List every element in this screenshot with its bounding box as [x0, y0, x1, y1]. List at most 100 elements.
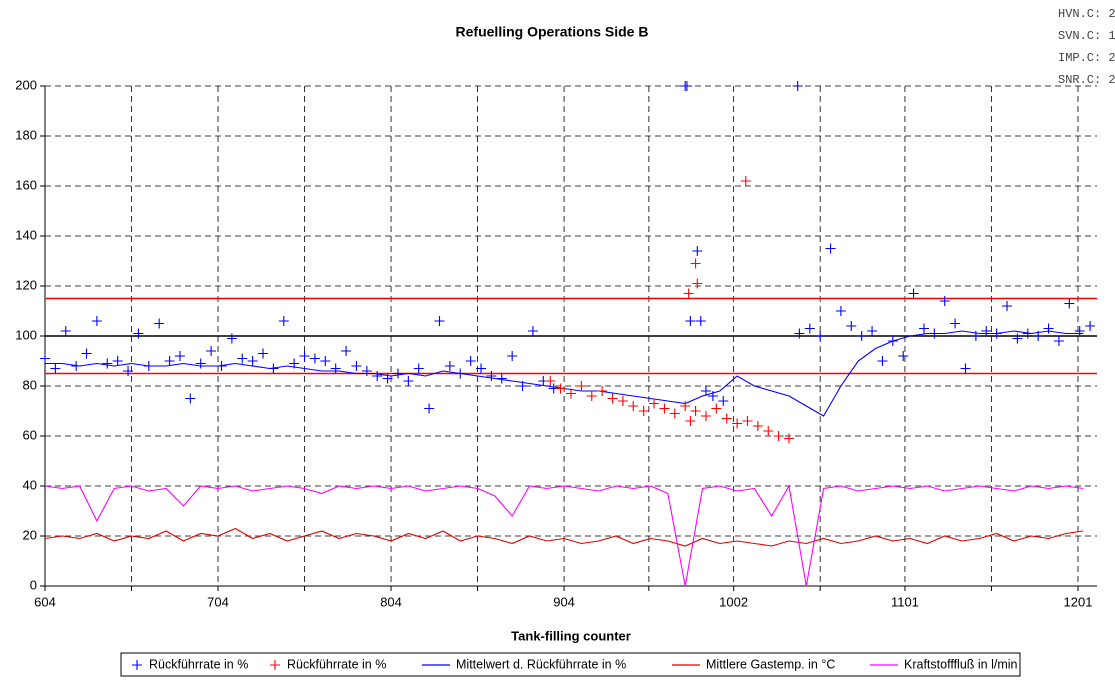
scatter-point: [628, 401, 639, 411]
scatter-point: [1053, 336, 1064, 346]
legend-label: Rückführrate in %: [287, 657, 386, 671]
scatter-point: [692, 278, 703, 289]
scatter-point: [112, 356, 123, 366]
scatter-point: [711, 403, 722, 414]
scatter-point: [1043, 323, 1054, 334]
x-tick-label: 704: [207, 594, 229, 609]
scatter-point: [517, 381, 528, 391]
scatter-point: [545, 376, 556, 386]
scatter-point: [700, 411, 711, 421]
scatter-point: [486, 371, 497, 381]
scatter-point: [496, 373, 507, 384]
scatter-point: [1085, 321, 1096, 331]
scatter-point: [71, 361, 82, 371]
scatter-point: [1064, 298, 1075, 309]
scatter-point: [576, 381, 587, 391]
scatter-point: [40, 353, 50, 364]
scatter-point: [143, 361, 154, 371]
y-tick-label: 100: [15, 327, 37, 342]
x-tick-label: 1101: [891, 594, 919, 609]
legend-box: [120, 652, 1021, 677]
scatter-point: [707, 391, 718, 401]
scatter-point: [268, 363, 279, 374]
scatter-point: [278, 316, 289, 326]
scatter-point: [289, 358, 300, 369]
legend-marker: [132, 660, 142, 670]
scatter-point: [434, 316, 445, 326]
scatter-point: [91, 316, 102, 326]
x-tick-label: 604: [34, 594, 56, 609]
scatter-point: [392, 368, 403, 379]
scatter-point: [918, 323, 929, 334]
x-axis-title: Tank-filling counter: [511, 628, 631, 643]
legend-label: Kraftstofffluß in l/min: [904, 657, 1018, 671]
annotation: SNR.C: 254: [1058, 73, 1115, 87]
scatter-point: [50, 363, 61, 374]
y-tick-label: 160: [15, 177, 37, 192]
scatter-point: [1022, 328, 1033, 339]
scatter-point: [372, 371, 383, 381]
scatter-point: [1012, 333, 1023, 344]
y-tick-label: 200: [15, 77, 37, 92]
scatter-point: [784, 433, 795, 444]
annotation: SVN.C: 1.3: [1058, 29, 1115, 43]
scatter-point: [185, 393, 196, 404]
scatter-point: [216, 361, 227, 371]
scatter-point: [174, 351, 185, 361]
scatter-point: [773, 431, 784, 441]
scatter-point: [382, 373, 393, 384]
scatter-point: [309, 353, 320, 364]
scatter-point: [164, 356, 175, 366]
scatter-point: [815, 331, 826, 341]
scatter-point: [607, 393, 618, 404]
scatter-point: [970, 331, 981, 341]
scatter-point: [700, 386, 711, 396]
scatter-point: [60, 326, 71, 336]
y-tick-label: 0: [30, 577, 37, 592]
x-tick-label: 804: [380, 594, 402, 609]
scatter-point: [740, 176, 751, 186]
scatter-point: [320, 356, 331, 366]
scatter-point: [690, 258, 701, 269]
scatter-point: [638, 406, 649, 416]
y-tick-label: 40: [23, 477, 37, 492]
scatter-point: [692, 246, 703, 256]
scatter-point: [226, 333, 237, 344]
scatter-point: [846, 321, 857, 331]
scatter-point: [792, 81, 803, 91]
scatter-point: [586, 391, 597, 401]
scatter-point: [794, 328, 805, 339]
legend-label: Rückführrate in %: [149, 657, 248, 671]
annotation: HVN.C: 2.0: [1058, 7, 1115, 21]
scatter-point: [597, 386, 608, 396]
scatter-point: [527, 326, 538, 336]
scatter-point: [683, 288, 694, 299]
scatter-point: [413, 363, 424, 374]
scatter-point: [763, 426, 774, 436]
scatter-point: [835, 306, 846, 316]
line-series: [44, 527, 1084, 547]
scatter-point: [981, 326, 992, 336]
scatter-point: [690, 406, 701, 416]
y-tick-label: 140: [15, 227, 37, 242]
x-tick-label: 1201: [1064, 594, 1093, 609]
scatter-point: [403, 376, 414, 386]
scatter-point: [680, 401, 691, 411]
scatter-point: [908, 288, 919, 299]
scatter-point: [887, 336, 898, 346]
scatter-point: [742, 416, 753, 426]
legend-marker: [270, 660, 280, 670]
scatter-point: [1074, 326, 1085, 336]
scatter-point: [856, 331, 867, 341]
legend-label: Mittlere Gastemp. in °C: [706, 657, 835, 671]
scatter-point: [681, 81, 692, 91]
scatter-point: [123, 366, 134, 376]
scatter-point: [695, 316, 706, 326]
scatter-point: [825, 243, 836, 254]
scatter-point: [732, 418, 743, 429]
scatter-point: [1002, 301, 1013, 311]
scatter-point: [685, 416, 696, 426]
scatter-point: [206, 346, 217, 356]
scatter-point: [555, 383, 566, 394]
